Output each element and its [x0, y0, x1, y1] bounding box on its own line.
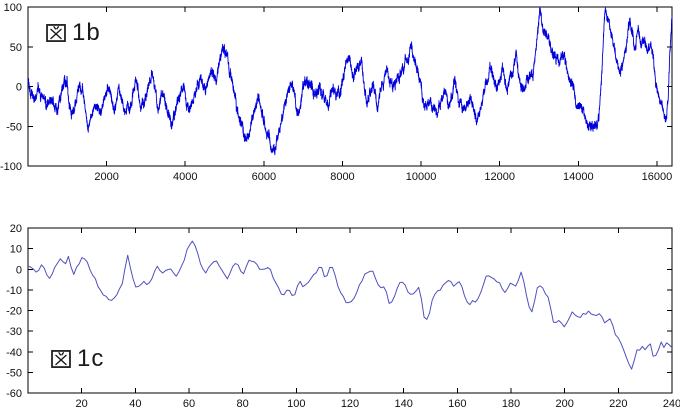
tick-label-x: 20	[76, 398, 88, 410]
tick-label-x: 40	[129, 398, 141, 410]
tick-label-y: -100	[0, 161, 22, 173]
tick-label-y: -60	[6, 388, 22, 400]
tick-label-x: 12000	[484, 171, 515, 183]
tick-label-x: 180	[502, 398, 520, 410]
chart-label-text: 1b	[72, 19, 101, 46]
kanji-zu-icon	[46, 24, 66, 42]
tick-label-y: 0	[16, 264, 22, 276]
tick-label-y: -10	[6, 285, 22, 297]
tick-label-x: 16000	[642, 171, 673, 183]
plot-box	[27, 6, 673, 167]
plot-box	[27, 227, 673, 394]
tick-label-x: 2000	[94, 171, 118, 183]
series-line-fig1b	[27, 7, 673, 156]
tick-label-y: 0	[16, 82, 22, 94]
tick-label-y: 10	[10, 244, 22, 256]
series-line-fig1c	[27, 240, 673, 370]
tick-label-x: 14000	[563, 171, 594, 183]
chart-label-fig1c: 1c	[50, 347, 104, 371]
tick-label-x: 160	[448, 398, 466, 410]
tick-label-y: -40	[6, 347, 22, 359]
chart-label-fig1b: 1b	[45, 21, 101, 45]
tick-label-x: 100	[287, 398, 305, 410]
tick-label-y: -50	[6, 121, 22, 133]
kanji-zu-icon	[51, 350, 71, 368]
tick-label-x: 220	[609, 398, 627, 410]
tick-label-x: 120	[341, 398, 359, 410]
tick-label-x: 10000	[406, 171, 437, 183]
tick-label-x: 6000	[252, 171, 276, 183]
chart-label-text: 1c	[77, 345, 105, 372]
tick-label-y: -50	[6, 367, 22, 379]
tick-label-x: 240	[663, 398, 680, 410]
tick-label-y: 100	[4, 2, 22, 14]
tick-label-x: 4000	[173, 171, 197, 183]
tick-label-x: 80	[237, 398, 249, 410]
tick-label-x: 200	[555, 398, 573, 410]
tick-label-y: 20	[10, 223, 22, 235]
tick-label-y: 50	[10, 42, 22, 54]
tick-label-y: -30	[6, 326, 22, 338]
tick-label-y: -20	[6, 306, 22, 318]
tick-label-x: 60	[183, 398, 195, 410]
tick-label-x: 8000	[330, 171, 354, 183]
tick-label-x: 140	[394, 398, 412, 410]
